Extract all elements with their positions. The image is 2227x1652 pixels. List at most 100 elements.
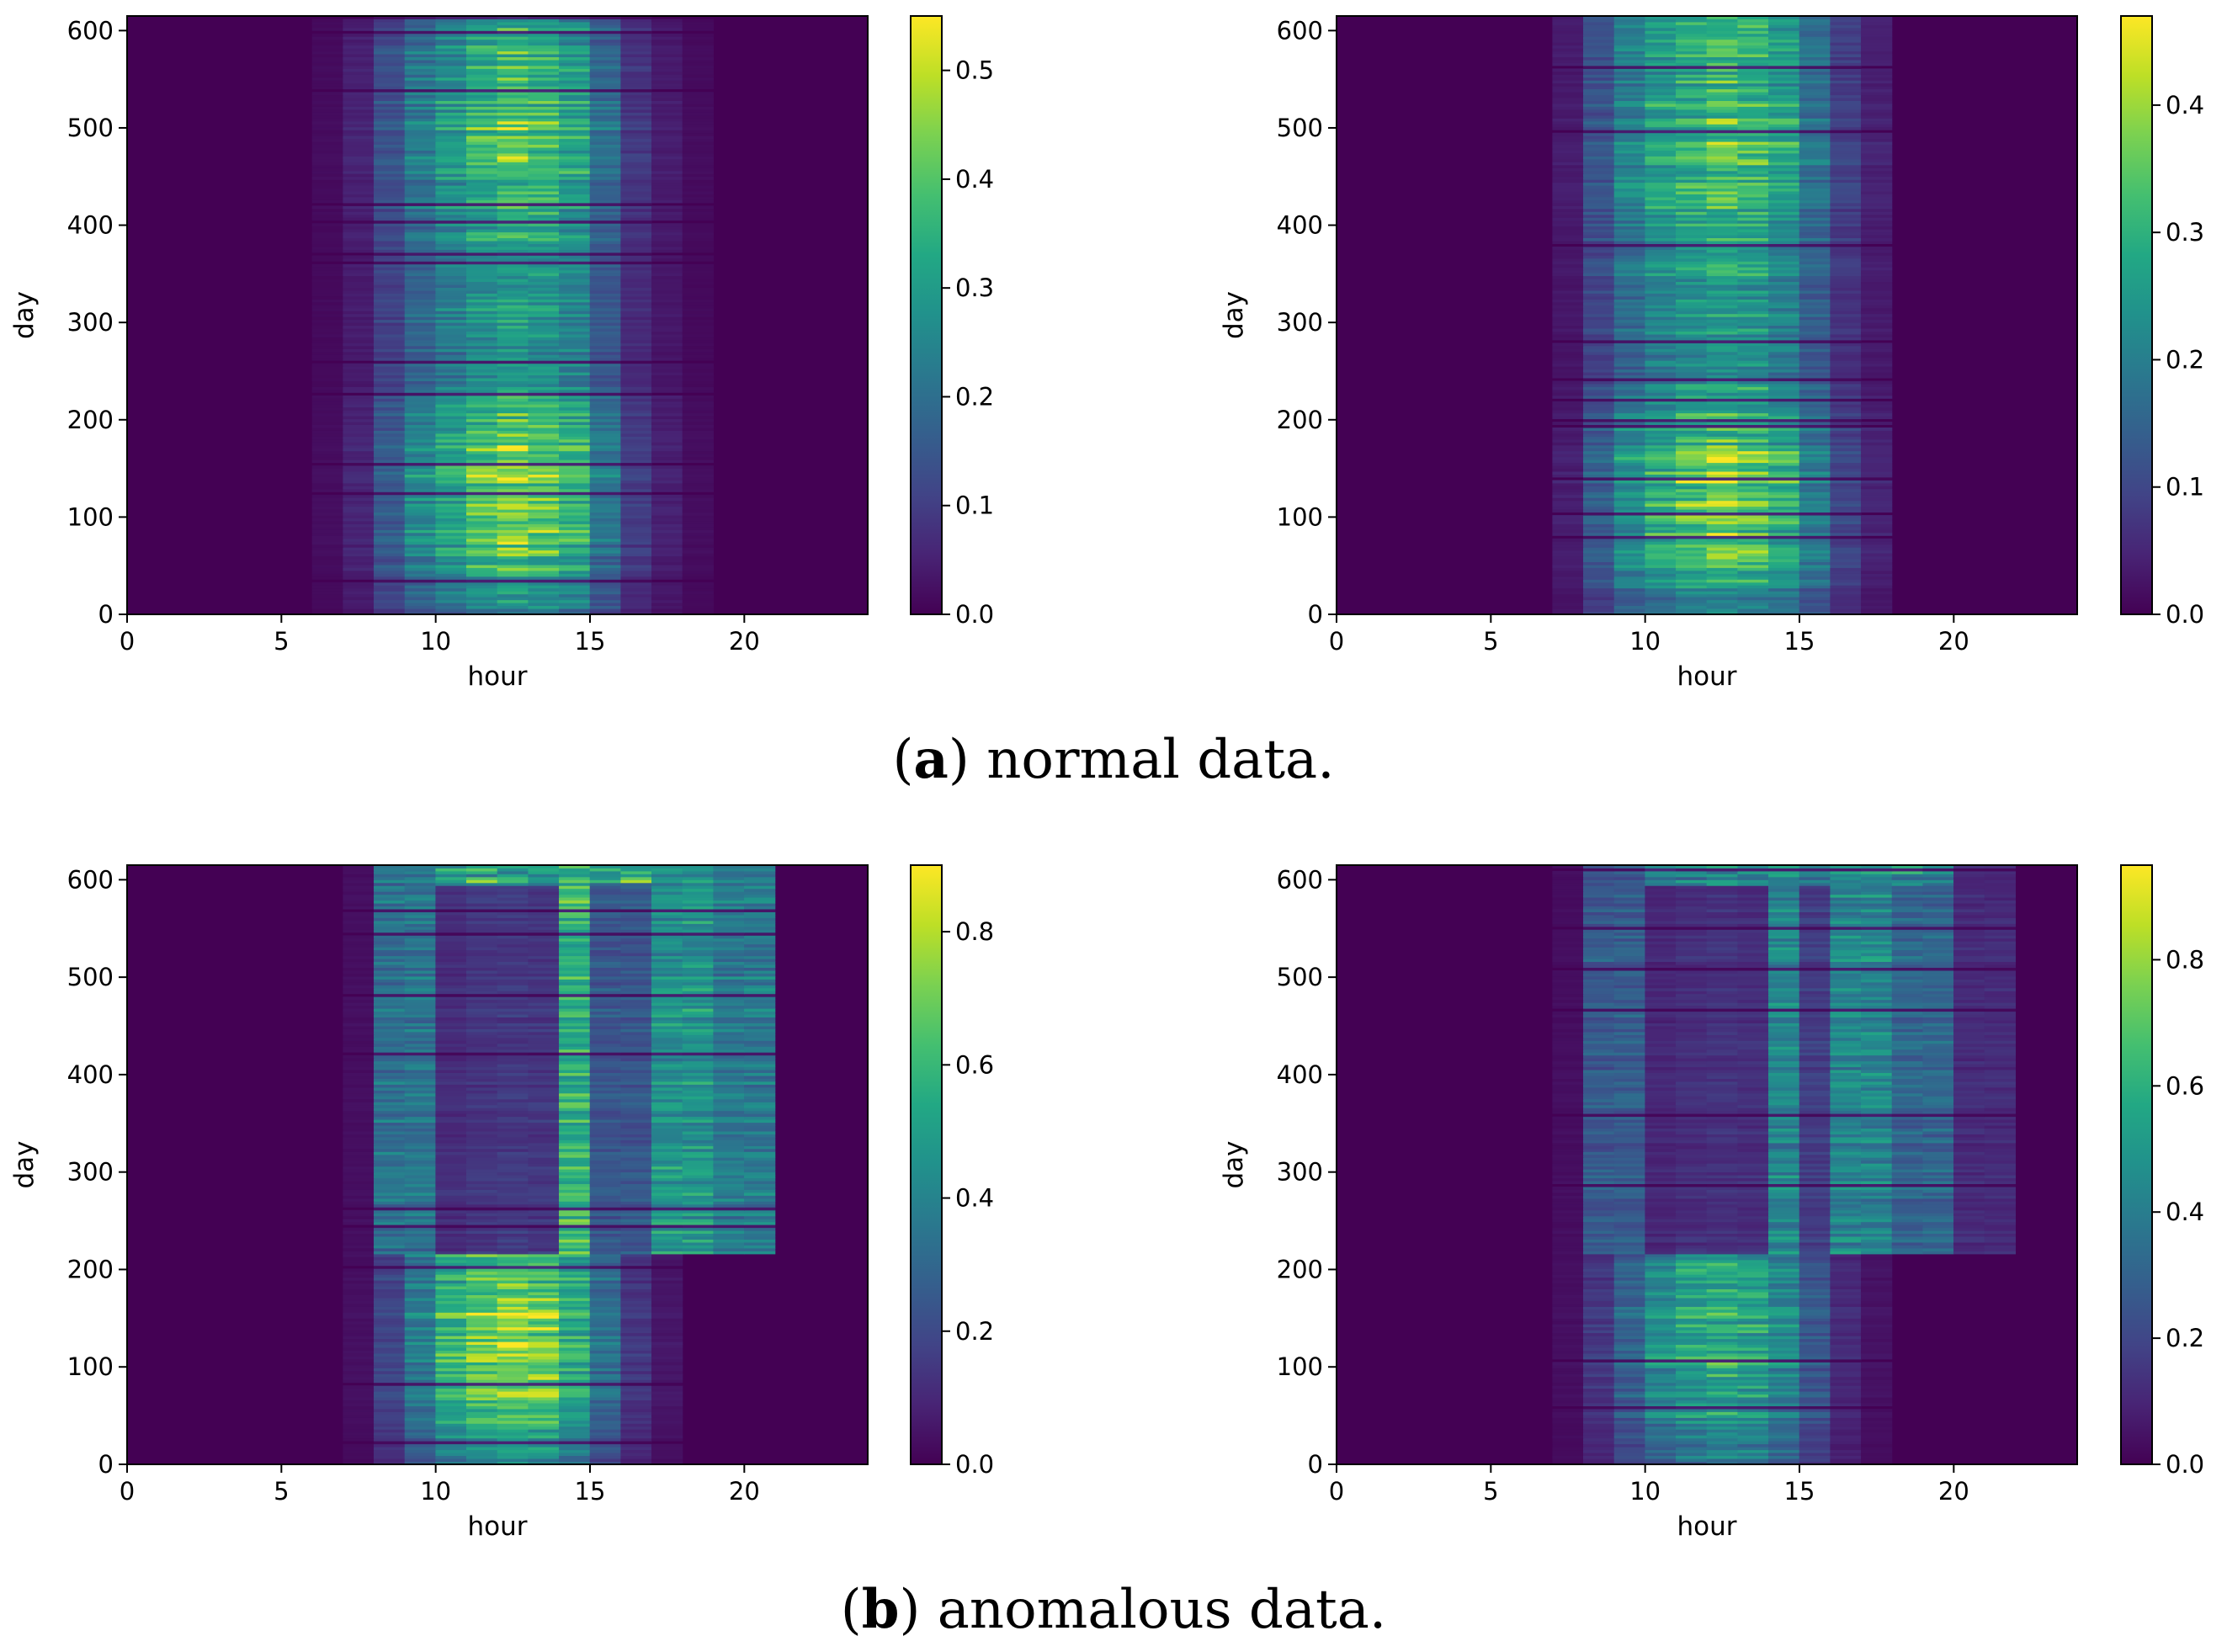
- heatmap-cell: [1768, 389, 1800, 393]
- heatmap-cell: [1645, 313, 1677, 317]
- heatmap-cell: [1552, 386, 1584, 390]
- heatmap-cell: [343, 138, 375, 142]
- heatmap-cell: [1706, 144, 1738, 148]
- heatmap-cell: [374, 39, 406, 43]
- heatmap-cell: [528, 258, 560, 262]
- heatmap-cell: [1861, 162, 1893, 166]
- heatmap-cell: [651, 334, 683, 337]
- heatmap-cell: [435, 167, 467, 172]
- heatmap-cell: [466, 547, 498, 551]
- heatmap-cell: [435, 448, 467, 452]
- heatmap-cell: [1830, 104, 1862, 107]
- heatmap-cell: [682, 66, 714, 69]
- heatmap-cell: [404, 550, 436, 554]
- heatmap-cell: [1583, 544, 1615, 548]
- heatmap-cell: [497, 527, 529, 530]
- heatmap-cell: [1706, 454, 1738, 458]
- heatmap-cell: [1645, 124, 1677, 128]
- heatmap-cell: [1706, 231, 1738, 236]
- heatmap-cell: [1799, 506, 1831, 510]
- heatmap-cell: [466, 199, 498, 204]
- heatmap-cell: [374, 191, 406, 194]
- heatmap-cell: [559, 486, 591, 490]
- heatmap-cell: [374, 573, 406, 577]
- heatmap-cell: [404, 287, 436, 291]
- heatmap-cell: [682, 39, 714, 43]
- heatmap-cell: [311, 369, 343, 373]
- heatmap-cell: [343, 275, 375, 279]
- heatmap-cell: [620, 126, 652, 130]
- heatmap-cell: [435, 579, 467, 583]
- heatmap-cell: [1737, 579, 1769, 583]
- heatmap-cell: [1613, 82, 1645, 87]
- heatmap-cell: [374, 88, 406, 93]
- heatmap-cell: [1613, 293, 1645, 297]
- heatmap-cell: [1830, 261, 1862, 265]
- heatmap-cell: [311, 416, 343, 420]
- heatmap-cell: [559, 66, 591, 69]
- heatmap-cell: [435, 162, 467, 166]
- heatmap-cell: [1645, 374, 1677, 379]
- heatmap-cell: [1861, 384, 1893, 387]
- heatmap-cell: [620, 357, 652, 361]
- heatmap-cell: [1613, 357, 1645, 361]
- heatmap-cell: [435, 1453, 467, 1456]
- heatmap-cell: [589, 597, 621, 601]
- heatmap-cell: [374, 42, 406, 46]
- heatmap-cell: [1706, 124, 1738, 128]
- heatmap-cell: [1645, 30, 1677, 35]
- heatmap-cell: [1645, 19, 1677, 23]
- heatmap-cell: [1583, 428, 1615, 431]
- heatmap-cell: [620, 486, 652, 490]
- heatmap-cell: [497, 194, 529, 198]
- heatmap-cell: [1676, 384, 1708, 387]
- heatmap-cell: [559, 482, 591, 486]
- heatmap-cell: [435, 462, 467, 466]
- heatmap-cell: [1830, 406, 1862, 411]
- heatmap-cell: [682, 468, 714, 472]
- heatmap-cell: [620, 48, 652, 52]
- heatmap-cell: [1799, 191, 1831, 194]
- heatmap-cell: [404, 571, 436, 574]
- heatmap-cell: [1768, 582, 1800, 586]
- heatmap-cell: [435, 442, 467, 446]
- heatmap-cell: [651, 424, 683, 428]
- heatmap-cell: [1799, 307, 1831, 311]
- heatmap-cell: [651, 515, 683, 518]
- heatmap-cell: [682, 150, 714, 154]
- heatmap-cell: [1645, 424, 1677, 428]
- heatmap-cell: [1830, 214, 1862, 218]
- heatmap-cell: [404, 45, 436, 49]
- heatmap-cell: [589, 141, 621, 145]
- heatmap-cell: [343, 603, 375, 606]
- heatmap-cell: [1737, 433, 1769, 437]
- heatmap-cell: [1737, 597, 1769, 601]
- heatmap-cell: [589, 237, 621, 242]
- heatmap-cell: [1737, 21, 1769, 25]
- heatmap-cell: [1768, 279, 1800, 282]
- colorbar-tick-label: 0.2: [2166, 345, 2204, 374]
- heatmap-cell: [1676, 372, 1708, 375]
- heatmap-cell: [466, 237, 498, 242]
- heatmap-cell: [311, 158, 343, 162]
- heatmap-cell: [1799, 605, 1831, 609]
- heatmap-cell: [1552, 518, 1584, 522]
- heatmap-cell: [374, 337, 406, 341]
- heatmap-cell: [466, 424, 498, 428]
- heatmap-cell: [1676, 267, 1708, 271]
- heatmap-cell: [620, 565, 652, 568]
- heatmap-cell: [435, 135, 467, 140]
- heatmap-cell: [374, 273, 406, 277]
- heatmap-cell: [559, 532, 591, 536]
- heatmap-cell: [620, 19, 652, 23]
- heatmap-cell: [404, 404, 436, 408]
- heatmap-cell: [1799, 438, 1831, 443]
- heatmap-cell: [528, 428, 560, 431]
- heatmap-cell: [1645, 538, 1677, 542]
- heatmap-cell: [1737, 611, 1769, 615]
- heatmap-cell: [1583, 247, 1615, 250]
- heatmap-cell: [311, 442, 343, 446]
- heatmap-cell: [466, 118, 498, 122]
- heatmap-cell: [404, 98, 436, 101]
- heatmap-cell: [435, 24, 467, 29]
